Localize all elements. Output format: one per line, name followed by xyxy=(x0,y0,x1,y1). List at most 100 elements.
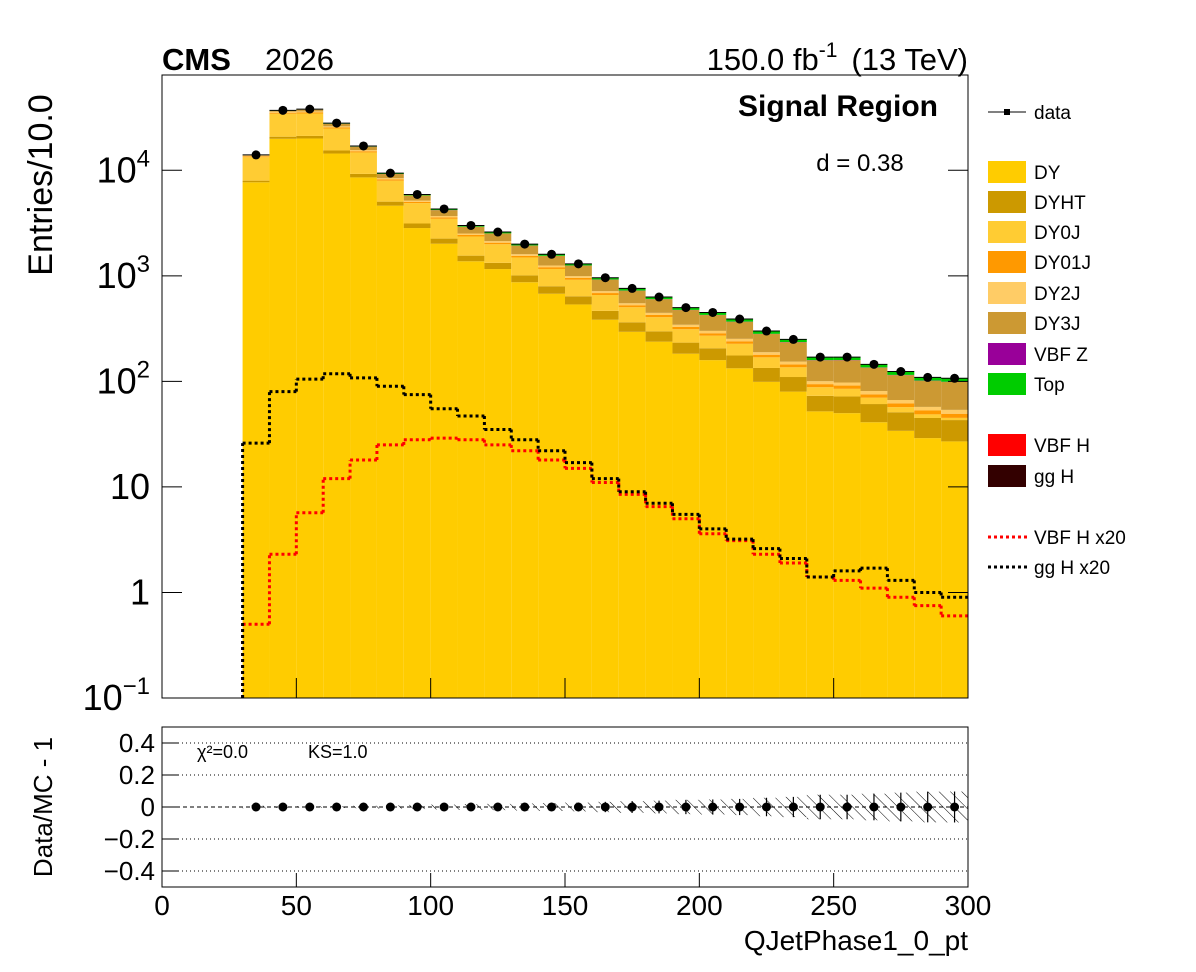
stack-bar xyxy=(323,153,351,698)
stack-bar xyxy=(699,315,727,331)
legend-label: Top xyxy=(1034,375,1065,396)
legend-swatch xyxy=(988,191,1026,213)
year: 2026 xyxy=(265,42,334,77)
stack-bar xyxy=(887,430,915,698)
ratio-point xyxy=(305,802,315,812)
stack-bar xyxy=(403,228,431,698)
stack-bar xyxy=(887,403,915,408)
data-point xyxy=(627,283,637,293)
stack-bar xyxy=(645,341,673,698)
data-point xyxy=(332,118,342,128)
stack-bar xyxy=(511,257,539,276)
stack-bar xyxy=(430,216,458,218)
y-tick-base: 10 xyxy=(97,360,137,401)
stack-bar xyxy=(672,329,700,343)
ratio-point xyxy=(627,802,637,812)
stack-bar xyxy=(887,407,915,413)
ratio-point xyxy=(251,802,261,812)
y-tick-base: 10 xyxy=(97,255,137,296)
stack-bar xyxy=(296,138,324,698)
data-point xyxy=(654,292,664,302)
stack-bar xyxy=(403,200,431,202)
ratio-point xyxy=(332,802,342,812)
stack-bar xyxy=(484,244,512,263)
data-point xyxy=(896,367,906,377)
y-tick-label: 104 xyxy=(97,145,150,190)
y-axis-label: Entries/10.0 xyxy=(22,94,60,275)
data-point xyxy=(869,359,879,369)
ratio-y-tick-label: −0.4 xyxy=(104,856,155,886)
stack-bar xyxy=(457,233,485,235)
stack-bar xyxy=(269,136,297,139)
stack-bar xyxy=(350,173,377,178)
stack-bar xyxy=(403,201,431,204)
stack-bar xyxy=(618,331,646,698)
stack-bar xyxy=(753,352,780,355)
stack-bar xyxy=(672,353,700,698)
stack-bar xyxy=(833,385,861,389)
y-tick-label: 103 xyxy=(97,251,150,296)
y-tick-exp: −1 xyxy=(123,673,150,700)
y-tick-label: 1 xyxy=(130,571,150,612)
stack-bar xyxy=(941,381,968,410)
stack-bar xyxy=(565,296,592,305)
stack-bar xyxy=(941,417,968,421)
stack-bar xyxy=(887,375,915,401)
stack-bar xyxy=(753,367,780,382)
lumi: 150.0 fb-1 (13 TeV) xyxy=(707,39,968,77)
legend-swatch xyxy=(988,312,1026,334)
y-tick-label: 10−1 xyxy=(83,673,150,718)
stack-bar xyxy=(753,334,780,353)
x-tick-label: 100 xyxy=(407,890,454,921)
stack-bar xyxy=(457,261,485,698)
stack-bar xyxy=(457,255,485,262)
stack-bar xyxy=(511,245,539,255)
ratio-point xyxy=(439,802,449,812)
stack-bar xyxy=(753,357,780,368)
stack-bar xyxy=(538,267,565,269)
stack-bar xyxy=(591,319,619,698)
stack-bar xyxy=(350,150,377,152)
legend-label: DY01J xyxy=(1034,253,1091,274)
stack-bar xyxy=(672,326,700,330)
stack-bar xyxy=(565,265,592,277)
stack-bar xyxy=(941,409,968,414)
legend-label: DYHT xyxy=(1034,193,1086,214)
x-tick-label: 150 xyxy=(542,890,589,921)
stack-bar xyxy=(618,303,646,306)
stack-bar xyxy=(565,277,592,280)
data-point xyxy=(735,314,745,324)
stack-bar xyxy=(591,279,619,292)
x-tick-label: 250 xyxy=(810,890,857,921)
stack-bar xyxy=(941,441,968,698)
stack-bar xyxy=(484,241,512,243)
stack-bar xyxy=(376,179,404,181)
stack-bar xyxy=(565,304,592,698)
stack-bar xyxy=(591,295,619,311)
stack-bar xyxy=(645,314,673,318)
stack-bar xyxy=(833,396,861,414)
data-point xyxy=(762,326,771,336)
ratio-point xyxy=(600,802,610,812)
stack-bar xyxy=(376,178,404,180)
data-point xyxy=(439,204,449,214)
legend-label: DY2J xyxy=(1034,284,1080,305)
stack-bar xyxy=(806,411,834,698)
stack-bar xyxy=(779,342,807,362)
stack-bar xyxy=(860,397,888,405)
ratio-point xyxy=(869,802,879,812)
stack-bar xyxy=(484,233,512,242)
stack-bar xyxy=(860,367,888,392)
data-point xyxy=(950,373,960,383)
stack-bar xyxy=(833,413,861,698)
data-point xyxy=(600,273,610,283)
data-point xyxy=(923,372,933,382)
legend-label: VBF Z xyxy=(1034,345,1088,366)
stack-bar xyxy=(833,388,861,397)
ratio-point xyxy=(762,802,771,812)
stack-bar xyxy=(618,307,646,323)
stack-bar xyxy=(726,338,754,342)
stack-bar xyxy=(726,355,754,369)
x-tick-label: 200 xyxy=(676,890,723,921)
ratio-y-tick-label: 0.4 xyxy=(119,728,155,758)
